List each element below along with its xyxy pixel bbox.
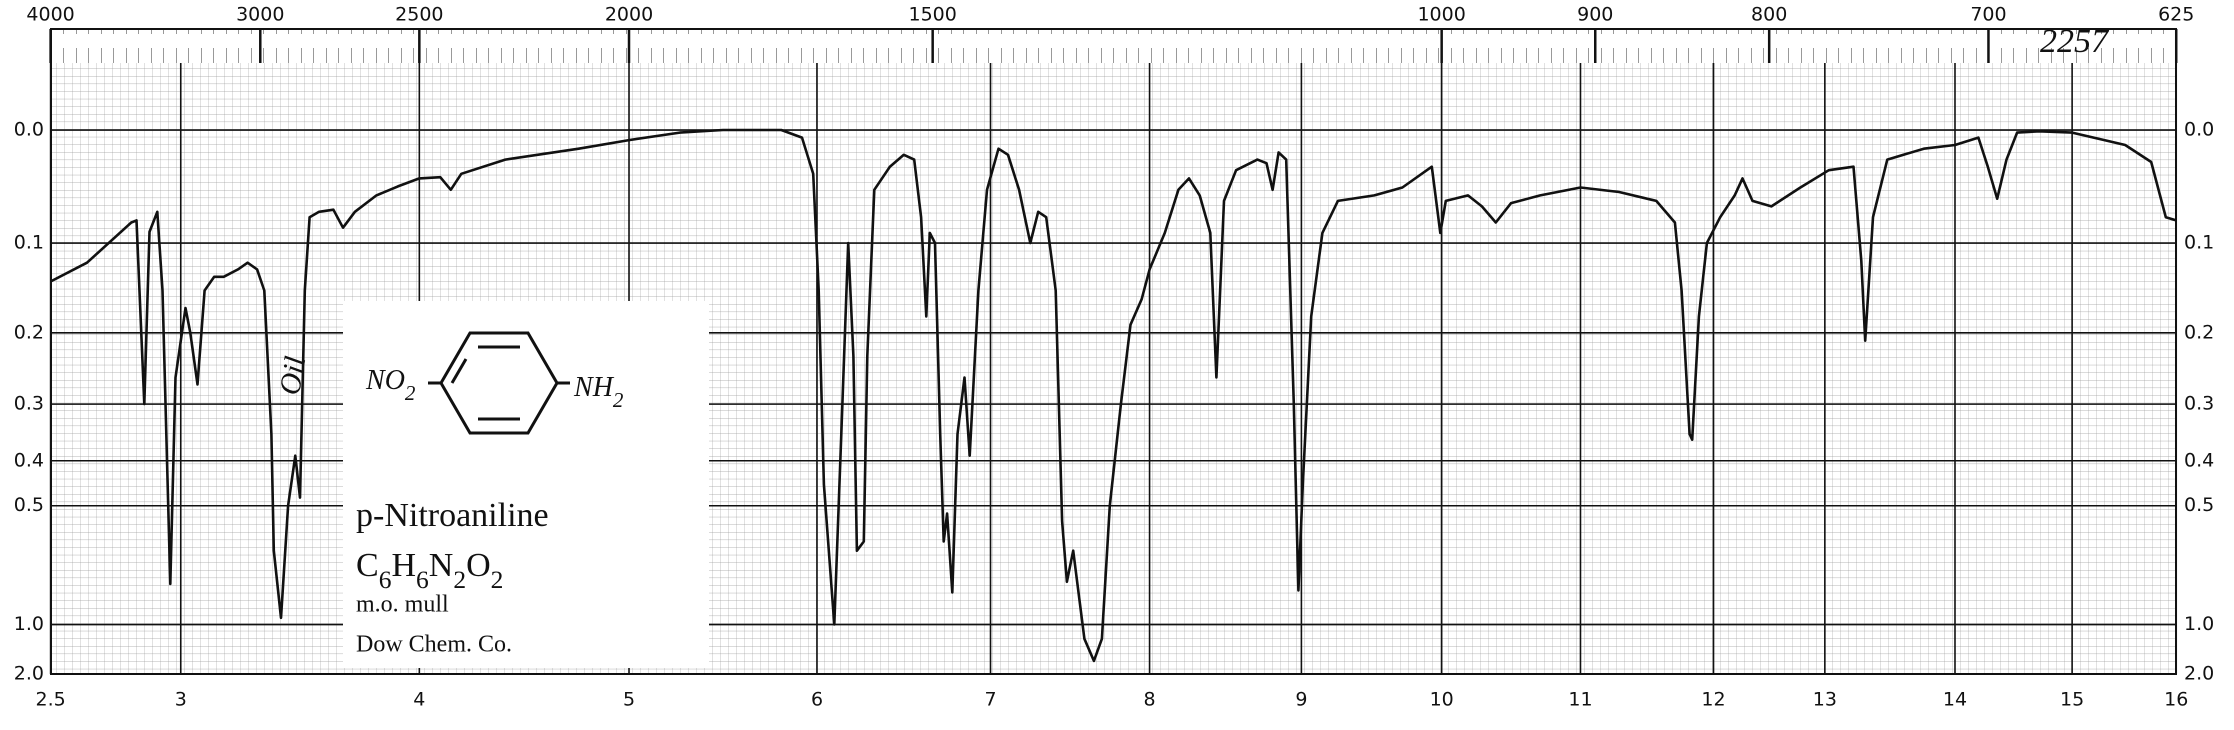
- y-tick-label: 0.4: [2184, 449, 2214, 471]
- compound-name: p-Nitroaniline: [356, 497, 549, 534]
- y-tick-label: 0.3: [14, 393, 44, 415]
- spectrum-line: [50, 128, 2177, 663]
- x-tick-label: 4: [413, 689, 425, 711]
- y-tick-label: 0.1: [2184, 232, 2214, 254]
- inset-box: [343, 301, 709, 668]
- x2-tick-label: 700: [1970, 4, 2006, 26]
- x-tick-label: 13: [1813, 689, 1837, 711]
- x-tick-label: 3: [175, 689, 187, 711]
- y-tick-label: 0.5: [14, 494, 44, 516]
- inset: NO2 NH2 p-Nitroaniline C6H6N2O2 m.o. mul…: [343, 301, 709, 668]
- x-tick-label: 14: [1943, 689, 1967, 711]
- tick-strip: [51, 29, 2176, 63]
- x-tick-label: 11: [1568, 689, 1592, 711]
- x2-tick-label: 900: [1577, 4, 1613, 26]
- ring-bonds: [450, 345, 520, 421]
- y-tick-label: 0.0: [14, 119, 44, 141]
- x-tick-label: 16: [2164, 689, 2188, 711]
- x2-tick-label: 3000: [236, 4, 284, 26]
- source: Dow Chem. Co.: [356, 632, 512, 658]
- formula: C6H6N2O2: [356, 547, 503, 595]
- y-tick-label: 2.0: [2184, 663, 2214, 685]
- x-tick-label: 12: [1701, 689, 1725, 711]
- x-tick-label: 2.5: [36, 689, 66, 711]
- y-tick-label: 0.0: [2184, 119, 2214, 141]
- x2-tick-label: 1500: [908, 4, 956, 26]
- annotation: Oil: [273, 354, 312, 397]
- x-tick-label: 8: [1144, 689, 1156, 711]
- group-label: NH2: [573, 372, 624, 411]
- y-tick-label: 0.2: [2184, 321, 2214, 343]
- x-tick-label: 7: [984, 689, 996, 711]
- y-tick-label: 1.0: [14, 613, 44, 635]
- annotation: 2257: [2040, 23, 2110, 60]
- y-tick-label: 0.4: [14, 449, 44, 471]
- x2-tick-label: 800: [1751, 4, 1787, 26]
- y-tick-label: 2.0: [14, 663, 44, 685]
- x2-tick-label: 4000: [26, 4, 74, 26]
- y-tick-label: 0.5: [2184, 494, 2214, 516]
- y-tick-label: 1.0: [2184, 613, 2214, 635]
- x-tick-label: 10: [1430, 689, 1454, 711]
- medium: m.o. mull: [356, 592, 449, 618]
- y-tick-label: 0.3: [2184, 393, 2214, 415]
- x-tick-label: 9: [1295, 689, 1307, 711]
- group-label: NO2: [365, 365, 416, 404]
- x2-tick-label: 1000: [1417, 4, 1465, 26]
- y-tick-label: 0.2: [14, 321, 44, 343]
- y-tick-label: 0.1: [14, 232, 44, 254]
- x2-tick-label: 625: [2158, 4, 2194, 26]
- x-tick-label: 15: [2060, 689, 2084, 711]
- x-tick-label: 6: [811, 689, 823, 711]
- x2-tick-label: 2000: [605, 4, 653, 26]
- x-tick-label: 5: [623, 689, 635, 711]
- x2-tick-label: 2500: [395, 4, 443, 26]
